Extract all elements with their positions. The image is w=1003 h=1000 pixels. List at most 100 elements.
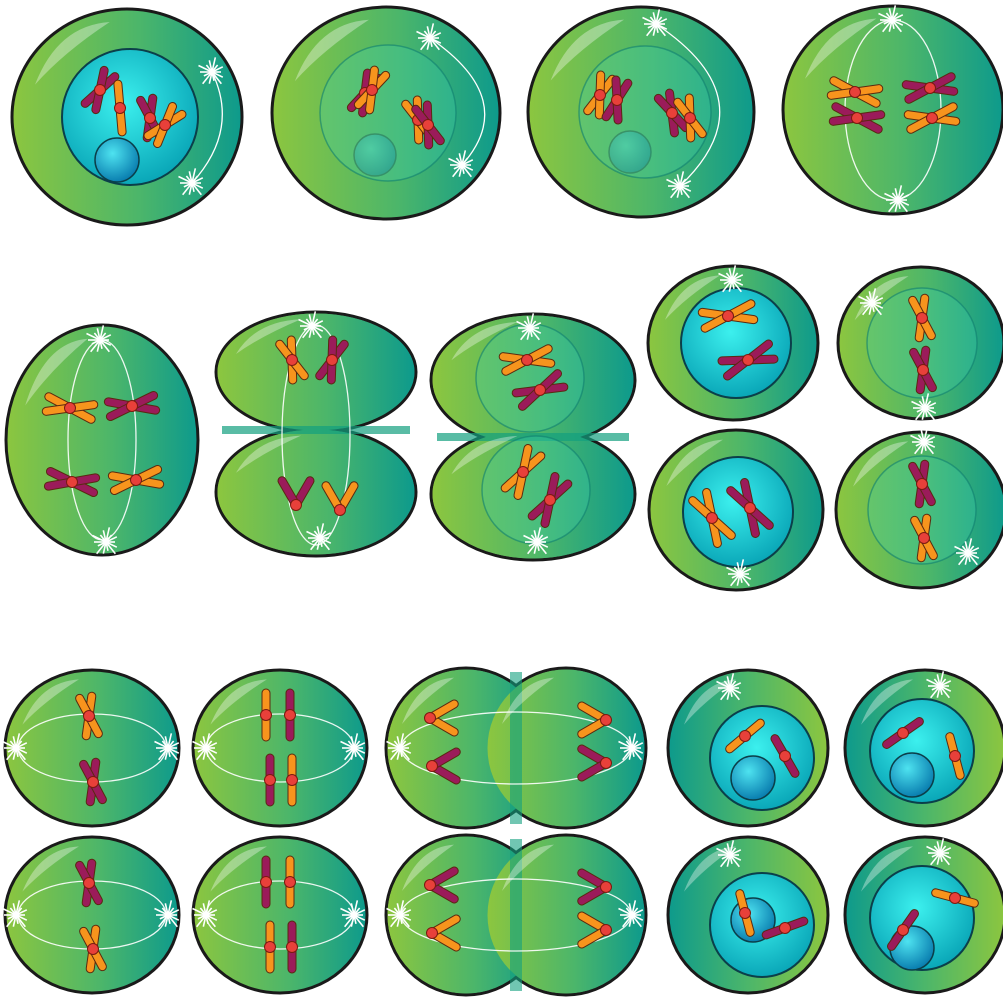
aster-fiber [964,541,969,554]
aster-fiber [319,537,332,544]
aster-fiber [891,5,897,21]
aster-fiber [731,274,744,281]
aster-fiber [871,302,882,316]
aster-fiber [939,838,945,854]
centromere [260,876,272,888]
aster-fiber [92,534,107,543]
aster-fiber [720,687,731,701]
aster-fiber [731,279,744,286]
aster-fiber [340,907,355,916]
aster-fiber [399,914,410,928]
aster-fiber [939,680,952,687]
cell-highlight [402,844,454,891]
aster-fiber [12,914,17,927]
aster-fiber [536,541,549,548]
aster-fiber [2,740,17,749]
aster-fiber [729,682,742,689]
centromere [916,478,928,490]
centromere [779,750,791,762]
aster-fiber [15,900,21,916]
aster-fiber [964,552,969,565]
centromere [326,354,338,366]
aster-fiber [628,903,633,916]
aster-fiber [2,907,17,916]
nucleolus [353,133,397,177]
aster-fiber [529,327,542,334]
cell-fill [487,836,645,994]
aster-fiber [631,900,637,916]
aster-fiber [15,914,28,921]
centromere [600,757,612,769]
aster-fiber [311,311,317,327]
aster-fiber [205,733,211,749]
aster-fiber [526,316,531,329]
aster-fiber [191,182,204,189]
cell-highlight [853,441,909,487]
centromere [897,924,909,936]
aster-fiber [308,314,313,327]
aster-fiber [164,747,169,760]
nucleolus [608,130,652,174]
cleavage-furrow [510,839,522,991]
centromere [917,364,929,376]
aster-fiber [390,914,401,928]
aster-fiber [523,534,538,543]
cell-highlight [236,319,301,354]
aster-fiber [888,8,893,21]
aster-fiber [868,302,873,315]
aster-fiber [862,302,873,316]
aster-fiber [891,14,904,21]
centromere [666,107,678,119]
aster-fiber [96,328,101,341]
aster-fiber [208,71,213,84]
cell-highlight [502,844,554,891]
centromere [130,474,142,486]
aster-fiber [167,747,180,754]
cleavage-furrow [437,433,629,441]
aster-fiber [205,914,218,921]
aster-fiber [211,71,222,85]
aster-fiber [167,900,173,916]
aster-fiber [679,171,685,187]
centromere [594,89,606,101]
centromere [426,927,438,939]
aster-fiber [429,23,435,39]
aster-fiber [923,436,936,443]
aster-fiber [729,687,742,694]
aster-fiber [205,914,216,928]
aster-fiber [631,747,644,754]
aster-fiber [202,71,213,85]
aster-fiber [679,185,692,192]
aster-fiber [416,30,431,39]
centromere [286,354,298,366]
centromere [521,354,533,366]
aster-fiber [716,847,731,856]
aster-fiber [158,914,169,928]
centromere [334,504,346,516]
aster-fiber [967,538,973,554]
aster-fiber [736,573,741,586]
aster-fiber [399,914,412,921]
aster-fiber [924,393,930,409]
aster-fiber [205,747,216,761]
aster-fiber [353,747,364,761]
centromere [600,714,612,726]
aster-fiber [967,552,980,559]
aster-fiber [399,900,405,916]
aster-fiber [353,733,359,749]
aster-fiber [396,747,401,760]
centromere [534,384,546,396]
cell-highlight [236,435,301,473]
centromere [83,710,95,722]
aster-fiber [167,747,178,761]
nucleolus [94,137,140,183]
centromere [264,941,276,953]
aster-fiber [926,678,941,687]
aster-fiber [868,291,873,304]
aster-fiber [12,747,17,760]
aster-fiber [205,900,211,916]
aster-fiber [461,164,474,171]
cell-highlight [402,677,454,724]
aster-fiber [729,687,740,701]
